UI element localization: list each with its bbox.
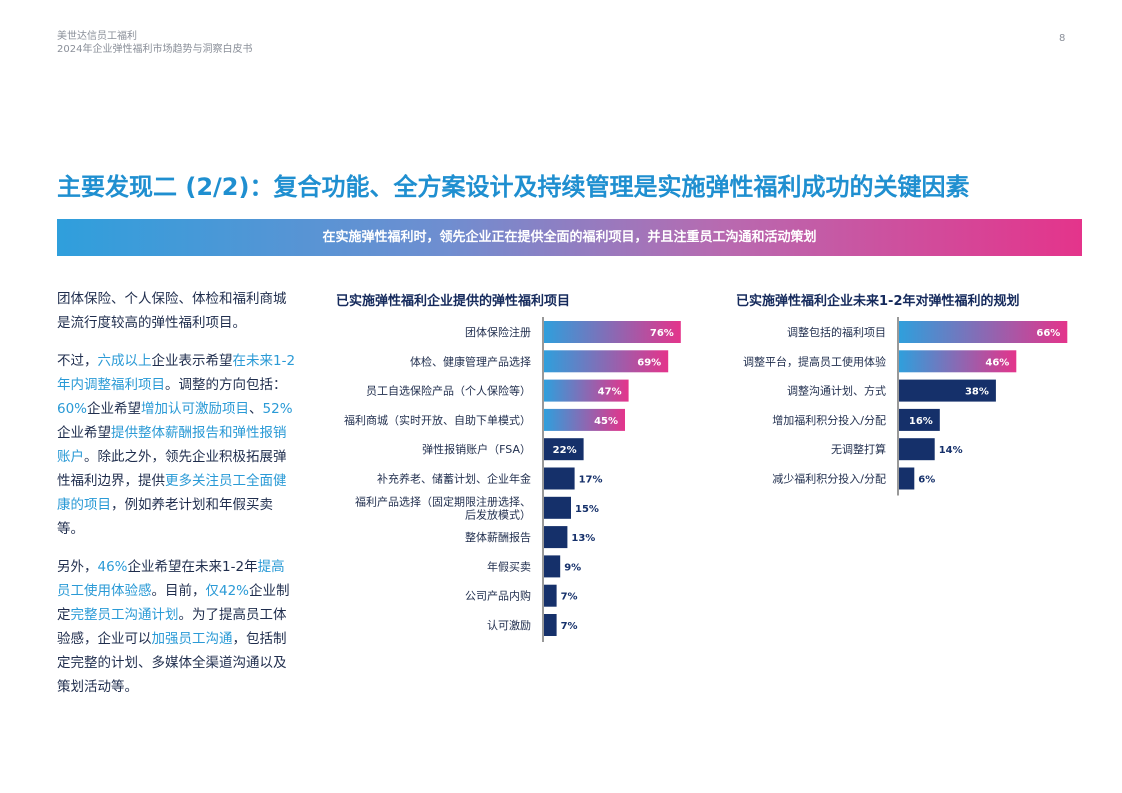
- bar: [544, 379, 629, 402]
- chart-1-title: 已实施弹性福利企业提供的弹性福利项目: [336, 294, 571, 309]
- chart-2-title: 已实施弹性福利企业未来1-2年对弹性福利的规划: [736, 294, 1020, 309]
- highlighted-text: 提供整体薪酬报告和弹性报销账户: [57, 425, 287, 465]
- key-finding-banner: 在实施弹性福利时，领先企业正在提供全面的福利项目，并且注重员工沟通和活动策划: [57, 219, 1082, 256]
- bar: [544, 467, 575, 490]
- bar: [899, 438, 935, 461]
- category-label: 年假买卖: [487, 559, 531, 573]
- highlighted-text: 52%: [262, 401, 293, 417]
- category-label: 调整包括的福利项目: [787, 325, 886, 339]
- category-label: 认可激励: [487, 618, 531, 632]
- highlighted-text: 提高员工使用体验感: [57, 559, 285, 599]
- value-label: 6%: [918, 475, 935, 486]
- highlighted-text: 完整员工沟通计划: [70, 607, 179, 623]
- intro-paragraph-1: 团体保险、个人保险、体检和福利商城是流行度较高的弹性福利项目。: [57, 291, 287, 331]
- category-label: 员工自选保险产品（个人保险等）: [366, 384, 531, 398]
- category-label: 福利商城（实时开放、自助下单模式）: [344, 413, 531, 427]
- body-text: 不过，: [57, 353, 98, 369]
- category-label: 补充养老、储蓄计划、企业年金: [377, 472, 531, 486]
- body-text: ，例如养老计划和年假买卖等。: [57, 497, 273, 537]
- bar: [544, 321, 681, 343]
- category-label: 增加福利积分投入/分配: [772, 413, 886, 427]
- category-label: 调整平台，提高员工使用体验: [743, 354, 886, 368]
- bar: [544, 526, 568, 549]
- highlighted-text: 60%: [57, 401, 88, 417]
- bar: [544, 584, 557, 607]
- intro-text: 团体保险、个人保险、体检和福利商城是流行度较高的弹性福利项目。 不过，六成以上企…: [57, 287, 297, 713]
- value-label: 9%: [564, 562, 581, 573]
- intro-paragraph-3: 另外，46%企业希望在未来1-2年提高员工使用体验感。目前，仅42%企业制定完整…: [57, 555, 297, 699]
- bar: [544, 438, 584, 461]
- value-label: 7%: [561, 592, 578, 603]
- header-report-title: 2024年企业弹性福利市场趋势与洞察白皮书: [57, 44, 253, 55]
- value-label: 46%: [985, 357, 1009, 368]
- header-brand: 美世达信员工福利: [57, 31, 137, 42]
- highlighted-text: 更多关注员工全面健康的项目: [57, 473, 287, 513]
- category-label: 体检、健康管理产品选择: [410, 354, 531, 368]
- body-text: 、: [249, 401, 263, 417]
- value-label: 38%: [965, 387, 989, 398]
- category-label: 调整沟通计划、方式: [787, 384, 886, 398]
- highlighted-text: 仅42%: [205, 583, 250, 599]
- bar: [899, 350, 1017, 373]
- bar: [899, 408, 940, 431]
- body-text: 。调整的方向包括：: [165, 377, 287, 393]
- document-header: 美世达信员工福利 2024年企业弹性福利市场趋势与洞察白皮书: [57, 30, 252, 56]
- bar: [899, 379, 996, 402]
- body-text: 。为了提高员工体验感，企业可以: [57, 607, 287, 647]
- bar: [544, 350, 669, 373]
- highlighted-text: 增加认可激励项目: [141, 401, 250, 417]
- value-label: 69%: [637, 357, 661, 368]
- value-label: 22%: [553, 445, 577, 456]
- bar: [544, 555, 561, 578]
- category-label: 整体薪酬报告: [465, 530, 531, 544]
- highlighted-text: 在未来1-2年内调整福利项目: [57, 353, 296, 393]
- body-text: 另外，: [57, 559, 98, 575]
- body-text: 企业希望: [57, 425, 111, 441]
- body-text: ，包括制定完整的计划、多媒体全渠道沟通以及策划活动等。: [57, 631, 287, 695]
- value-label: 16%: [909, 416, 933, 427]
- value-label: 15%: [575, 504, 599, 515]
- body-text: 企业制定: [57, 583, 290, 623]
- value-label: 14%: [939, 445, 963, 456]
- highlighted-text: 加强员工沟通: [151, 631, 233, 647]
- highlighted-text: 46%: [97, 559, 128, 575]
- chart-2: 调整包括的福利项目 66% 调整平台，提高员工使用体验 46% 调整沟通计划、方式 38%…: [743, 317, 1068, 496]
- body-text: 企业表示希望: [151, 353, 233, 369]
- body-text: 。除此之外，领先企业积极拓展弹性福利边界，提供: [57, 449, 287, 489]
- bar: [544, 408, 625, 431]
- value-label: 76%: [650, 328, 674, 339]
- page-title: 主要发现二 (2/2)：复合功能、全方案设计及持续管理是实施弹性福利成功的关键因…: [57, 173, 970, 201]
- bar: [544, 496, 571, 519]
- chart-1: 团体保险注册 76% 体检、健康管理产品选择 69% 员工自选保险产品（个人保险等） 47…: [344, 317, 681, 642]
- category-label: 弹性报销账户（FSA）: [422, 442, 531, 456]
- category-label: 公司产品内购: [465, 589, 531, 603]
- value-label: 13%: [571, 533, 595, 544]
- body-text: 。目前，: [151, 583, 206, 599]
- value-label: 66%: [1036, 328, 1060, 339]
- body-text: 企业希望在未来1-2年: [127, 559, 258, 575]
- intro-paragraph-2: 不过，六成以上企业表示希望在未来1-2年内调整福利项目。调整的方向包括：60%企…: [57, 349, 297, 541]
- bar: [544, 614, 557, 636]
- bar: [899, 467, 915, 490]
- category-label: 福利产品选择（固定期限注册选择、: [355, 494, 531, 508]
- category-label: 后发放模式）: [465, 507, 531, 521]
- page-number: 8: [1059, 33, 1066, 44]
- value-label: 47%: [598, 387, 622, 398]
- value-label: 17%: [579, 475, 603, 486]
- category-label: 团体保险注册: [465, 325, 531, 339]
- value-label: 7%: [561, 621, 578, 632]
- highlighted-text: 六成以上: [97, 353, 152, 369]
- category-label: 无调整打算: [831, 442, 886, 456]
- bar: [899, 321, 1068, 343]
- value-label: 45%: [594, 416, 618, 427]
- body-text: 企业希望: [87, 401, 142, 417]
- category-label: 减少福利积分投入/分配: [772, 472, 886, 486]
